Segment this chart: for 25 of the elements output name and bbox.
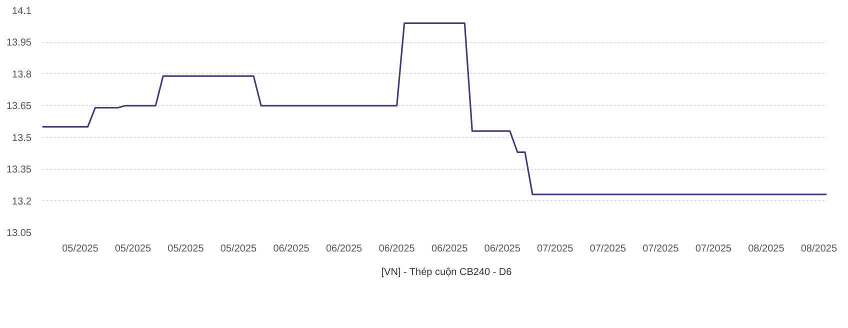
y-tick-label: 13.5	[12, 132, 32, 144]
x-tick-label: 07/2025	[590, 244, 626, 254]
x-tick-label: 08/2025	[800, 244, 838, 254]
y-tick-label: 14.1	[12, 6, 32, 17]
x-tick-label: 05/2025	[220, 244, 258, 254]
x-tick-label: 07/2025	[537, 244, 574, 254]
x-tick-label: 05/2025	[62, 244, 99, 254]
y-tick-label: 13.35	[6, 164, 32, 176]
x-tick-label: 06/2025	[273, 244, 310, 254]
x-tick-label: 05/2025	[114, 244, 152, 254]
x-tick-label: 06/2025	[484, 244, 521, 254]
x-tick-label: 07/2025	[642, 244, 680, 254]
y-tick-label: 13.65	[6, 101, 32, 112]
y-tick-label: 13.95	[6, 38, 32, 49]
x-tick-label: 06/2025	[326, 244, 363, 254]
x-tick-label: 07/2025	[695, 244, 732, 254]
y-tick-label: 13.8	[12, 69, 32, 80]
x-tick-label: 08/2025	[748, 244, 785, 254]
x-tick-label: 06/2025	[432, 244, 468, 254]
x-tick-label: 06/2025	[378, 244, 416, 254]
text: [VN] - Thép cuộn CB240 - D6	[381, 266, 512, 278]
y-tick-label: 13.05	[6, 228, 32, 239]
x-tick-label: 05/2025	[168, 244, 204, 254]
line-series	[42, 22, 826, 196]
y-tick-label: 13.2	[12, 196, 32, 208]
